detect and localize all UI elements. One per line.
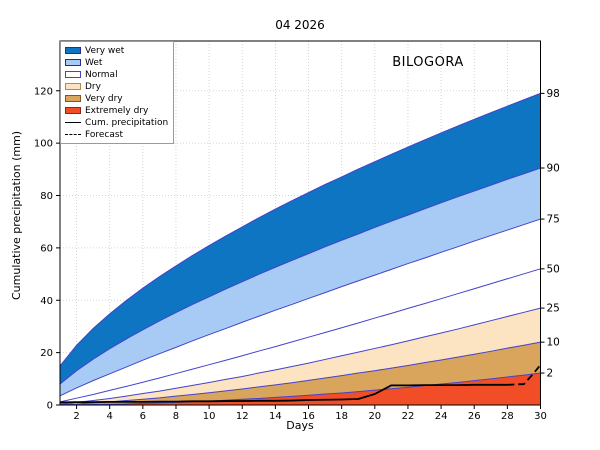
- y-tick-label: 20: [40, 348, 53, 359]
- right-tick-label: 2: [547, 368, 554, 380]
- x-tick-label: 4: [107, 411, 113, 422]
- y-axis-label: Cumulative precipitation (mm): [10, 130, 23, 300]
- y-tick-label: 80: [40, 191, 53, 202]
- x-tick-label: 8: [173, 411, 179, 422]
- legend-label: Cum. precipitation: [85, 117, 169, 128]
- x-tick-label: 30: [534, 411, 547, 422]
- x-tick-label: 12: [236, 411, 249, 422]
- y-tick-label: 120: [34, 86, 53, 97]
- legend-label: Very wet: [85, 45, 125, 56]
- x-tick-label: 28: [501, 411, 514, 422]
- y-tick-label: 40: [40, 296, 53, 307]
- right-tick-label: 50: [547, 263, 560, 275]
- band-extremely-dry: [60, 373, 541, 405]
- legend-swatch-icon: [65, 107, 81, 114]
- legend-item-cum-precipitation: Cum. precipitation: [65, 117, 168, 128]
- x-tick-label: 6: [140, 411, 146, 422]
- percentile-line-p75: [59, 218, 541, 397]
- legend-label: Normal: [85, 69, 118, 80]
- right-tick-label: 10: [547, 337, 560, 349]
- plot-border: [59, 40, 541, 406]
- right-tick-label: 98: [547, 88, 560, 100]
- legend-swatch-icon: [65, 47, 81, 54]
- legend-item-extremely-dry: Extremely dry: [65, 105, 168, 116]
- legend-item-dry: Dry: [65, 81, 168, 92]
- legend-label: Forecast: [85, 129, 124, 140]
- x-tick-label: 16: [302, 411, 315, 422]
- x-tick-label: 18: [335, 411, 348, 422]
- solid-line-icon: [65, 122, 81, 123]
- band-dry: [60, 308, 541, 405]
- legend: Very wet Wet Normal Dry Very dry Extremely dr…: [60, 41, 175, 144]
- legend-swatch-icon: [65, 83, 81, 90]
- x-tick-label: 22: [402, 411, 415, 422]
- legend-swatch-icon: [65, 59, 81, 66]
- legend-item-normal: Normal: [65, 69, 168, 80]
- percentile-line-p2: [59, 372, 541, 406]
- x-tick-label: 24: [435, 411, 448, 422]
- x-tick-label: 2: [73, 411, 79, 422]
- cum-precipitation-line: [59, 383, 508, 404]
- legend-label: Dry: [85, 81, 101, 92]
- legend-item-forecast: Forecast: [65, 129, 168, 140]
- y-tick-label: 0: [47, 401, 53, 412]
- legend-item-wet: Wet: [65, 57, 168, 68]
- x-tick-label: 20: [368, 411, 381, 422]
- band-wet: [60, 168, 541, 396]
- x-tick-label: 14: [269, 411, 282, 422]
- y-tick-label: 60: [40, 243, 53, 254]
- forecast-line: [507, 364, 542, 386]
- band-normal: [60, 219, 541, 404]
- band-very-dry: [60, 342, 541, 405]
- percentile-line-p10: [59, 341, 541, 405]
- chart-title: 04 2026: [275, 18, 325, 32]
- station-label: BILOGORA: [392, 55, 464, 70]
- band-very-wet: [60, 93, 541, 385]
- x-axis-label: Days: [286, 419, 314, 432]
- y-tick-label: 100: [34, 139, 53, 150]
- legend-label: Wet: [85, 57, 103, 68]
- x-tick-label: 26: [468, 411, 481, 422]
- legend-item-very-wet: Very wet: [65, 45, 168, 56]
- right-tick-label: 90: [547, 163, 560, 175]
- right-tick-label: 25: [547, 303, 560, 315]
- dashed-line-icon: [65, 134, 81, 135]
- percentile-line-p25: [59, 307, 541, 405]
- legend-label: Extremely dry: [85, 105, 149, 116]
- legend-swatch-icon: [65, 95, 81, 102]
- legend-swatch-icon: [65, 71, 81, 78]
- percentile-line-p90: [59, 167, 541, 385]
- right-tick-label: 75: [547, 214, 560, 226]
- legend-item-very-dry: Very dry: [65, 93, 168, 104]
- legend-label: Very dry: [85, 93, 123, 104]
- x-tick-label: 10: [203, 411, 216, 422]
- percentile-line-p50: [59, 268, 541, 403]
- percentile-line-p98: [59, 92, 541, 367]
